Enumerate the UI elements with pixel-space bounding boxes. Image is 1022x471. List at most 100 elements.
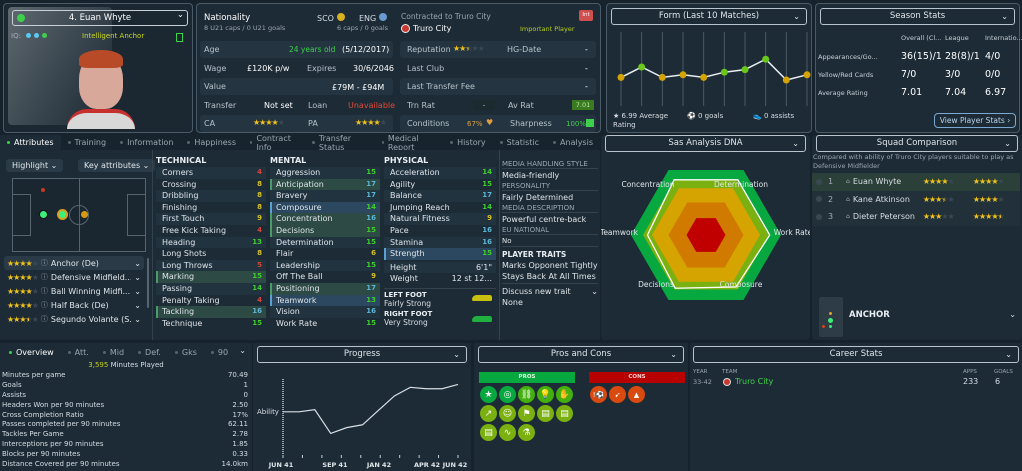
- overview-tab-overview[interactable]: Overview: [2, 346, 61, 359]
- link-icon[interactable]: ⛓: [518, 386, 535, 403]
- tab-attributes[interactable]: Attributes: [0, 135, 61, 150]
- form-dropdown[interactable]: Form (Last 10 Matches) ⌄: [611, 8, 807, 25]
- attribute-row[interactable]: Finishing 8: [156, 202, 266, 214]
- report-icon[interactable]: ▤: [537, 405, 554, 422]
- attribute-row[interactable]: Bravery 17: [270, 190, 380, 202]
- report-icon[interactable]: ▤: [556, 405, 573, 422]
- tab-statistic[interactable]: Statistic: [493, 138, 546, 147]
- attribute-row[interactable]: Agility 15: [384, 179, 496, 191]
- tab-happiness[interactable]: Happiness: [180, 138, 243, 147]
- form-point[interactable]: [700, 73, 708, 81]
- player-name-select[interactable]: 4. Euan Whyte ⌄: [12, 10, 188, 26]
- attribute-row[interactable]: Stamina 16: [384, 236, 496, 249]
- attribute-row[interactable]: Determination 15: [270, 236, 380, 249]
- form-point[interactable]: [782, 76, 790, 84]
- attribute-row[interactable]: Technique 15: [156, 318, 266, 330]
- squad-row[interactable]: 2 ⌂ Kane Atkinson ★★★★★ ★★★★★: [812, 190, 1020, 208]
- target-icon[interactable]: ◎: [499, 386, 516, 403]
- attribute-row[interactable]: Marking 15: [156, 271, 266, 283]
- form-point[interactable]: [679, 71, 687, 79]
- progress-dropdown[interactable]: Progress ⌄: [257, 346, 467, 363]
- pros-cons-dropdown[interactable]: Pros and Cons ⌄: [478, 346, 684, 363]
- role-chevron-down-icon[interactable]: ⌄: [1009, 310, 1016, 319]
- tackle-icon[interactable]: ➹: [609, 386, 626, 403]
- attribute-row[interactable]: Heading 13: [156, 236, 266, 249]
- attribute-row[interactable]: Pace 16: [384, 225, 496, 237]
- role-item[interactable]: ★★★★★ ⓘ Defensive Midfield... ⌄: [4, 270, 144, 284]
- attribute-row[interactable]: Vision 16: [270, 306, 380, 318]
- attribute-row[interactable]: Balance 17: [384, 190, 496, 202]
- form-point[interactable]: [741, 66, 749, 74]
- attribute-row[interactable]: Passing 14: [156, 282, 266, 295]
- nation-eng[interactable]: ENG: [359, 13, 387, 23]
- tab-transfer-status[interactable]: Transfer Status: [305, 134, 374, 152]
- overview-tab-90[interactable]: 90: [204, 346, 235, 359]
- attribute-row[interactable]: Long Shots 8: [156, 248, 266, 260]
- squad-row[interactable]: 3 ⌂ Dieter Peterson ★★★★★ ★★★★★: [812, 208, 1020, 226]
- highlight-dropdown[interactable]: Highlight ⌄: [6, 159, 64, 172]
- tab-information[interactable]: Information: [113, 138, 180, 147]
- flag-icon[interactable]: ⚑: [518, 405, 535, 422]
- role-item[interactable]: ★★★★★ ⓘ Anchor (De) ⌄: [4, 256, 144, 270]
- career-row[interactable]: 33-42 Truro City 233 6: [690, 377, 1022, 388]
- handshake-icon[interactable]: ✋: [556, 386, 573, 403]
- attribute-row[interactable]: Anticipation 17: [270, 178, 380, 191]
- tab-contract-info[interactable]: Contract Info: [243, 134, 305, 152]
- tab-medical-report[interactable]: Medical Report: [375, 134, 444, 152]
- attribute-row[interactable]: Dribbling 8: [156, 190, 266, 202]
- attribute-row[interactable]: Aggression 15: [270, 167, 380, 179]
- attribute-row[interactable]: Corners 4: [156, 167, 266, 179]
- key-attributes-dropdown[interactable]: Key attributes ⌄: [78, 159, 156, 172]
- squad-row[interactable]: 1 ⌂ Euan Whyte ★★★★★ ★★★★★: [812, 173, 1020, 191]
- chevron-down-icon[interactable]: ⌄: [239, 346, 246, 355]
- attribute-row[interactable]: First Touch 9: [156, 213, 266, 225]
- tab-history[interactable]: History: [443, 138, 492, 147]
- attribute-row[interactable]: Flair 6: [270, 248, 380, 260]
- role-item[interactable]: ★★★★★ ⓘ Half Back (De) ⌄: [4, 298, 144, 312]
- nation-sco[interactable]: SCO: [317, 13, 345, 23]
- dna-dropdown[interactable]: Sas Analysis DNA ⌄: [605, 135, 806, 152]
- overview-tab-mid[interactable]: Mid: [96, 346, 131, 359]
- report-icon[interactable]: ▤: [480, 424, 497, 441]
- roles-scrollbar[interactable]: [147, 258, 149, 308]
- lightbulb-icon[interactable]: 💡: [537, 386, 554, 403]
- overview-tab-def[interactable]: Def.: [131, 346, 168, 359]
- attribute-row[interactable]: Decisions 15: [270, 224, 380, 237]
- squad-comparison-dropdown[interactable]: Squad Comparison ⌄: [816, 135, 1018, 152]
- view-player-stats-button[interactable]: View Player Stats ›: [934, 113, 1016, 128]
- tab-analysis[interactable]: Analysis: [546, 138, 600, 147]
- discuss-trait-dropdown[interactable]: Discuss new trait ⌄: [502, 283, 598, 296]
- attribute-row[interactable]: Composure 14: [270, 201, 380, 214]
- tab-training[interactable]: Training: [61, 138, 114, 147]
- form-point[interactable]: [720, 68, 728, 76]
- form-point[interactable]: [658, 73, 666, 81]
- attribute-row[interactable]: Long Throws 5: [156, 259, 266, 272]
- int-badge[interactable]: Int: [579, 10, 593, 21]
- attribute-row[interactable]: Teamwork 13: [270, 294, 380, 307]
- attribute-row[interactable]: Off The Ball 9: [270, 271, 380, 283]
- attribute-row[interactable]: Leadership 15: [270, 259, 380, 272]
- form-point[interactable]: [638, 63, 646, 71]
- attribute-row[interactable]: Jumping Reach 14: [384, 202, 496, 214]
- role-item[interactable]: ★★★★★ ⓘ Segundo Volante (S... ⌄: [4, 312, 144, 326]
- overview-tab-att[interactable]: Att.: [61, 346, 96, 359]
- overview-tab-gks[interactable]: Gks: [168, 346, 204, 359]
- head-icon[interactable]: ☺: [499, 405, 516, 422]
- attribute-row[interactable]: Penalty Taking 4: [156, 295, 266, 307]
- star-icon[interactable]: ★: [480, 386, 497, 403]
- attribute-row[interactable]: Work Rate 15: [270, 318, 380, 330]
- form-point[interactable]: [762, 55, 770, 63]
- attribute-row[interactable]: Positioning 17: [270, 282, 380, 295]
- cone-icon[interactable]: ▲: [628, 386, 645, 403]
- ball-warning-icon[interactable]: !⚽: [590, 386, 607, 403]
- career-team[interactable]: Truro City: [735, 377, 774, 386]
- form-point[interactable]: [803, 71, 811, 79]
- season-stats-dropdown[interactable]: Season Stats ⌄: [820, 8, 1015, 25]
- trend-icon[interactable]: ↗: [480, 405, 497, 422]
- form-point[interactable]: [617, 73, 625, 81]
- attribute-row[interactable]: Tackling 16: [156, 306, 266, 318]
- attribute-row[interactable]: Crossing 8: [156, 179, 266, 191]
- wave-icon[interactable]: ∿: [499, 424, 516, 441]
- role-item[interactable]: ★★★★★ ⓘ Ball Winning Midfi... ⌄: [4, 284, 144, 298]
- club-link[interactable]: Truro City: [401, 24, 451, 33]
